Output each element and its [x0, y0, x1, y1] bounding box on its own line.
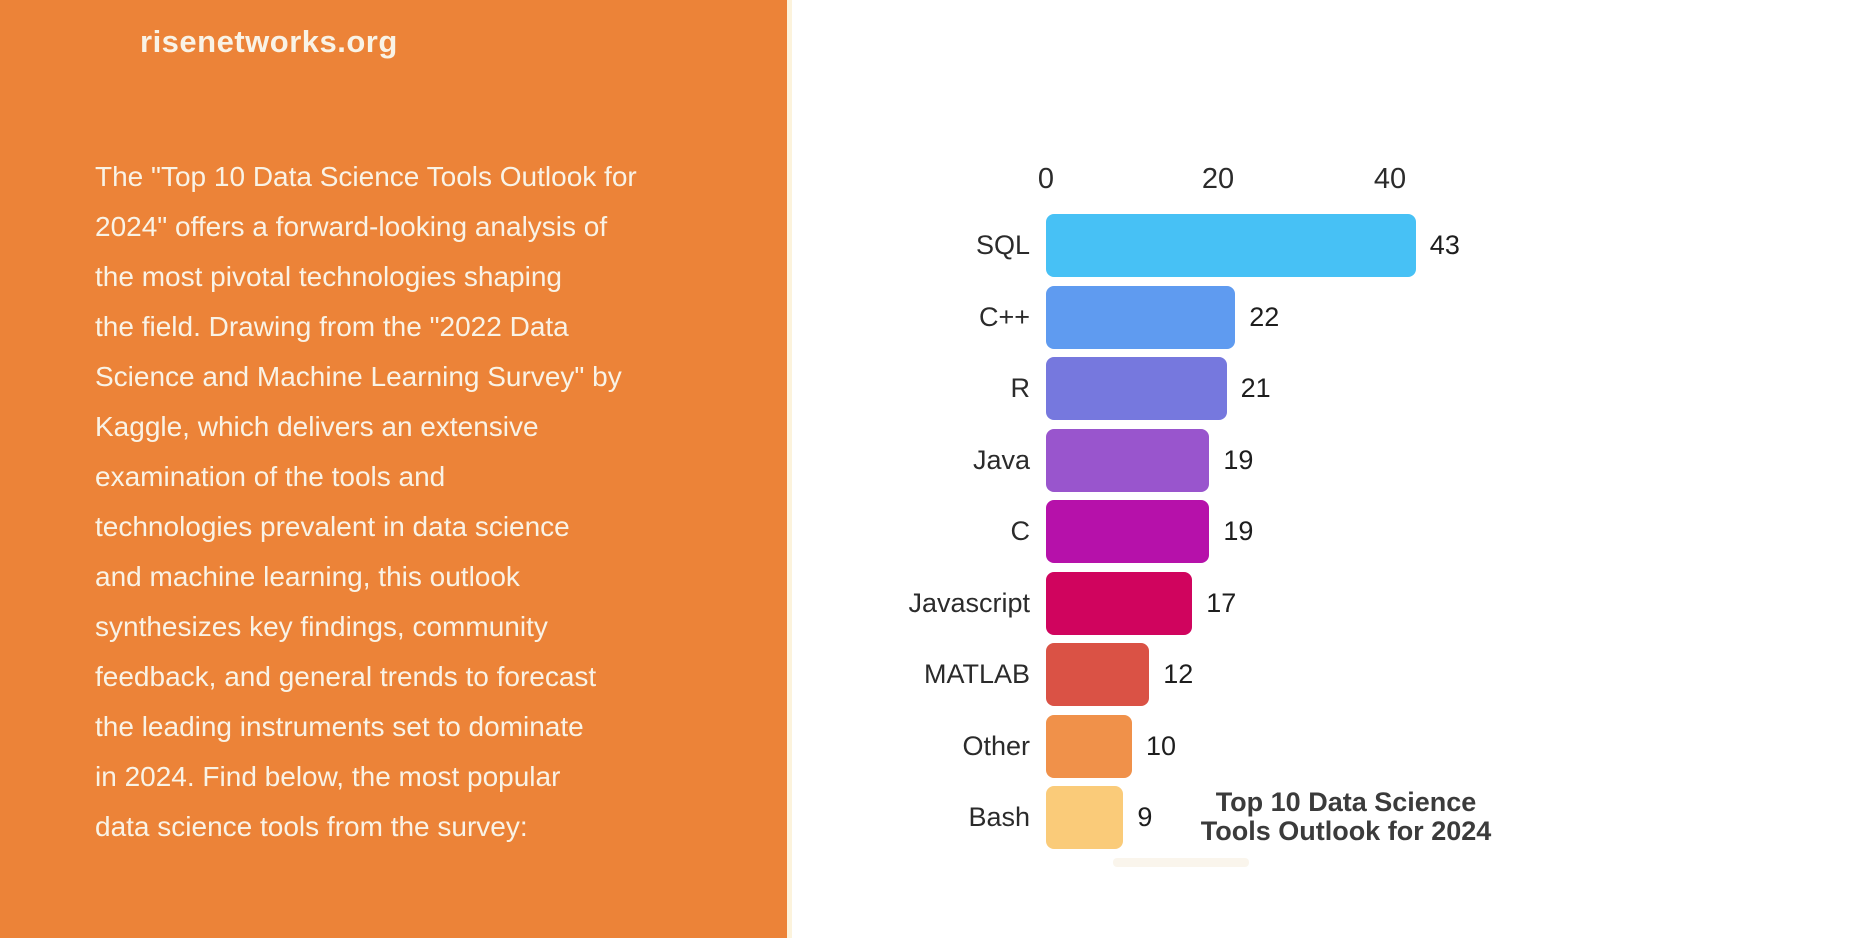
bar-row: Javascript 17: [792, 571, 1460, 635]
category-label: MATLAB: [923, 659, 1030, 689]
bar: [1046, 500, 1210, 563]
category-label: Other: [962, 730, 1030, 761]
bar-row: SQL 43: [792, 214, 1460, 277]
bar-row: Other 10: [792, 714, 1460, 778]
x-axis-tick-label: 40: [1373, 163, 1407, 195]
value-label: 9: [1137, 802, 1153, 832]
value-label: 12: [1163, 659, 1194, 689]
value-label: 17: [1206, 587, 1237, 618]
bar-row: Bash 9: [792, 786, 1460, 849]
bar-row: R 21: [792, 357, 1460, 420]
left-text-panel: risenetworks.org The "Top 10 Data Scienc…: [0, 0, 792, 938]
category-label: Bash: [968, 802, 1030, 832]
chart-title: Top 10 Data Science Tools Outlook for 20…: [1146, 788, 1546, 846]
brand-title: risenetworks.org: [140, 24, 398, 59]
category-label: SQL: [975, 230, 1030, 260]
bar: [1046, 285, 1236, 349]
bar: [1046, 714, 1132, 778]
bar-chart: SQL 43 C++ 22 R 21 Java 19 C 19 Javascript 17 MATLAB…: [792, 214, 1460, 849]
bar-row: C 19: [792, 500, 1460, 563]
value-label: 22: [1249, 301, 1280, 332]
category-label: R: [1010, 373, 1031, 403]
x-axis: 0 20 40: [792, 163, 1875, 197]
value-label: 21: [1240, 373, 1271, 403]
chart-title-line-2: Tools Outlook for 2024: [1200, 816, 1492, 846]
bar-row: Java 19: [792, 428, 1460, 492]
category-label: C: [1010, 516, 1031, 546]
x-axis-tick-label: 20: [1201, 163, 1235, 195]
value-label: 43: [1429, 230, 1460, 260]
chart-title-line-1: Top 10 Data Science: [1215, 787, 1477, 817]
bar: [1046, 571, 1193, 635]
cropped-tenth-bar: [1113, 858, 1249, 867]
bar: [1046, 214, 1416, 277]
bar: [1046, 357, 1227, 420]
description-paragraph: The "Top 10 Data Science Tools Outlook f…: [95, 161, 637, 842]
bar: [1046, 643, 1150, 706]
category-label: Javascript: [908, 587, 1030, 618]
value-label: 19: [1223, 444, 1254, 475]
bar-row: MATLAB 12: [792, 643, 1460, 706]
bar: [1046, 428, 1210, 492]
value-label: 19: [1223, 516, 1254, 546]
value-label: 10: [1146, 730, 1177, 761]
category-label: C++: [978, 301, 1030, 332]
x-axis-tick-label: 0: [1037, 163, 1055, 195]
chart-panel: 0 20 40 SQL 43 C++ 22 R 21 Java 19 C 19 Javascript 17…: [792, 0, 1875, 938]
bar: [1046, 786, 1124, 849]
bar-row: C++ 22: [792, 285, 1460, 349]
category-label: Java: [972, 444, 1030, 475]
